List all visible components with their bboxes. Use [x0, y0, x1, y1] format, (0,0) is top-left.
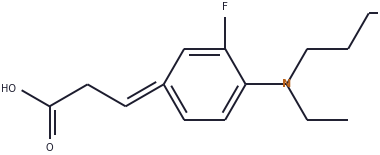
Text: HO: HO	[1, 84, 16, 94]
Text: F: F	[222, 2, 228, 12]
Text: N: N	[282, 79, 291, 89]
Text: O: O	[46, 143, 53, 153]
